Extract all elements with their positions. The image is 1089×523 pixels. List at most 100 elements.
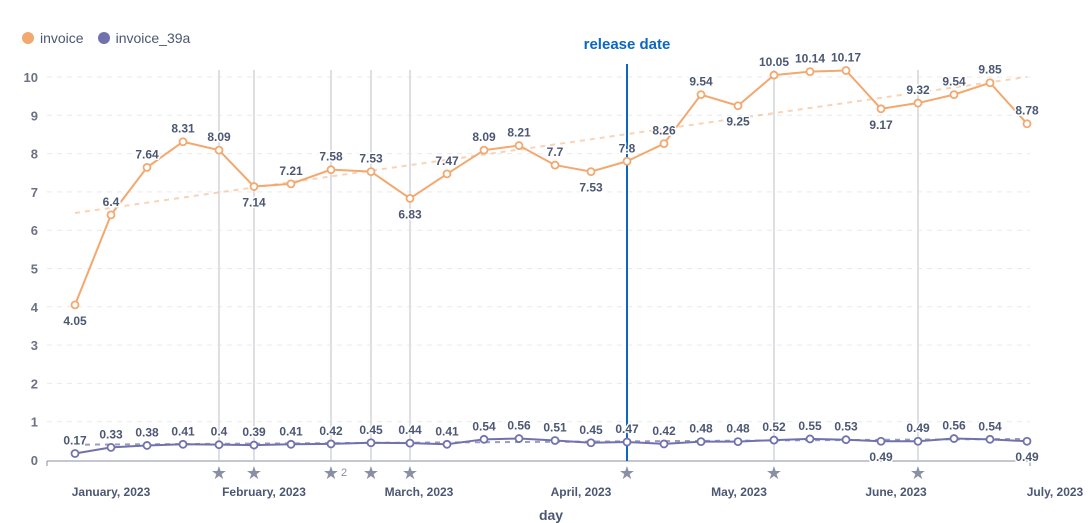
data-label: 0.42: [319, 424, 343, 438]
data-label: 0.54: [978, 419, 1002, 433]
legend-item-invoice[interactable]: invoice: [22, 30, 84, 46]
data-point: [733, 437, 743, 447]
data-point: [442, 169, 452, 179]
y-tick-label: 4: [31, 300, 39, 315]
data-label: 9.25: [726, 115, 750, 129]
data-label: 8.09: [472, 130, 496, 144]
data-label: 0.33: [99, 427, 123, 441]
x-tick-label: June, 2023: [865, 485, 927, 499]
legend-label: invoice_39a: [115, 30, 191, 46]
data-point: [696, 437, 706, 447]
data-point: [805, 67, 815, 77]
event-star-icon: ★: [619, 463, 635, 483]
data-point: [479, 145, 489, 155]
data-label: 0.52: [762, 420, 786, 434]
legend-dot-icon: [97, 32, 110, 44]
data-label: 0.38: [135, 425, 159, 439]
data-label: 0.42: [652, 424, 676, 438]
data-label: 0.49: [1015, 450, 1039, 464]
data-point: [805, 434, 815, 444]
x-tick-label: February, 2023: [222, 485, 306, 499]
data-point: [405, 194, 415, 203]
data-label: 7.7: [547, 145, 564, 159]
legend-item-invoice-39a[interactable]: invoice_39a: [97, 30, 191, 46]
data-label: 0.49: [869, 450, 893, 464]
legend-dot-icon: [22, 32, 34, 44]
y-tick-label: 2: [31, 376, 38, 391]
y-tick-label: 1: [31, 415, 38, 430]
data-label: 8.09: [207, 130, 231, 144]
data-label: 7.47: [435, 154, 459, 168]
data-label: 0.17: [63, 433, 87, 447]
data-point: [949, 90, 959, 100]
data-label: 6.83: [398, 207, 422, 221]
data-label: 10.17: [831, 50, 861, 64]
data-point: [514, 141, 524, 150]
data-point: [249, 440, 259, 450]
data-point: [913, 98, 923, 108]
x-axis-label: day: [539, 507, 563, 523]
x-tick-label: May, 2023: [711, 485, 767, 499]
x-tick-label: July, 2023: [1027, 485, 1084, 499]
data-label: 0.41: [171, 424, 195, 438]
data-point: [249, 182, 259, 191]
data-point: [142, 441, 152, 450]
y-tick-label: 7: [31, 185, 38, 200]
y-tick-label: 6: [31, 223, 38, 238]
data-point: [405, 438, 415, 448]
data-point: [586, 438, 596, 448]
event-star-icon: ★: [766, 463, 782, 483]
data-label: 0.55: [798, 419, 822, 433]
x-tick-label: January, 2023: [72, 485, 151, 499]
data-point: [286, 179, 296, 189]
data-label: 0.48: [689, 422, 713, 436]
data-point: [326, 165, 336, 175]
data-point: [142, 162, 152, 172]
event-star-icon: ★: [402, 463, 418, 483]
data-label: 0.53: [834, 420, 858, 434]
data-label: 7.8: [619, 141, 636, 155]
data-point: [769, 70, 779, 80]
x-tick-label: April, 2023: [551, 485, 612, 499]
data-label: 0.4: [211, 425, 228, 439]
y-tick-label: 10: [24, 70, 38, 85]
data-point: [733, 101, 743, 111]
data-label: 9.17: [869, 118, 893, 132]
legend-label: invoice: [40, 30, 84, 46]
data-point: [214, 440, 224, 450]
event-star-icon: ★: [211, 463, 227, 483]
data-label: 0.41: [279, 424, 303, 438]
data-point: [366, 438, 376, 448]
data-point: [326, 439, 336, 449]
data-point: [442, 439, 452, 449]
data-point: [366, 167, 376, 177]
trend-line: [74, 76, 1028, 214]
data-point: [70, 300, 80, 310]
data-point: [106, 210, 116, 220]
data-point: [550, 436, 560, 445]
release-date-label: release date: [584, 36, 671, 53]
x-tick-label: March, 2023: [385, 485, 454, 499]
data-label: 7.53: [579, 181, 603, 195]
data-point: [985, 434, 995, 444]
data-label: 0.44: [398, 423, 422, 437]
data-point: [586, 167, 596, 177]
data-point: [876, 436, 886, 446]
data-label: 0.48: [726, 422, 750, 436]
y-tick-label: 0: [31, 453, 38, 468]
data-point: [841, 435, 851, 445]
data-label: 7.21: [279, 164, 303, 178]
data-point: [550, 160, 560, 170]
data-label: 4.05: [63, 314, 87, 328]
data-label: 8.31: [171, 122, 195, 136]
y-tick-label: 9: [31, 108, 38, 123]
y-tick-label: 3: [31, 338, 38, 353]
data-label: 0.47: [615, 422, 639, 436]
data-label: 0.39: [242, 425, 266, 439]
data-label: 9.54: [689, 75, 713, 89]
data-label: 8.26: [652, 124, 676, 138]
data-point: [622, 156, 632, 166]
data-label: 7.58: [319, 150, 343, 164]
data-point: [479, 434, 489, 444]
